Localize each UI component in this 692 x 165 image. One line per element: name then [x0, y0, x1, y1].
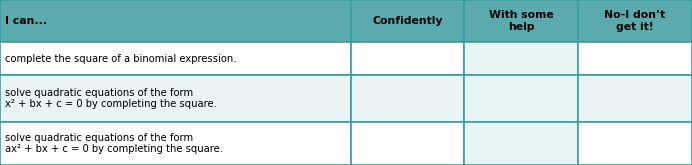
Bar	[578, 75, 692, 122]
Text: complete the square of a binomial expression.: complete the square of a binomial expres…	[5, 53, 237, 64]
Bar	[578, 122, 692, 165]
Bar	[0, 42, 351, 75]
Bar	[464, 0, 578, 42]
Text: I can...: I can...	[5, 16, 47, 26]
Bar	[0, 122, 351, 165]
Bar	[464, 75, 578, 122]
Bar	[0, 75, 351, 122]
Text: With some
help: With some help	[489, 10, 554, 32]
Text: Confidently: Confidently	[372, 16, 443, 26]
Bar	[578, 0, 692, 42]
Bar	[578, 42, 692, 75]
Bar	[351, 0, 464, 42]
Bar	[464, 42, 578, 75]
Bar	[351, 42, 464, 75]
Text: solve quadratic equations of the form
x² + bx + c = 0 by completing the square.: solve quadratic equations of the form x²…	[5, 88, 217, 109]
Bar	[351, 122, 464, 165]
Bar	[0, 0, 351, 42]
Bar	[464, 122, 578, 165]
Text: No-I don’t
get it!: No-I don’t get it!	[604, 10, 666, 32]
Text: solve quadratic equations of the form
ax² + bx + c = 0 by completing the square.: solve quadratic equations of the form ax…	[5, 133, 223, 154]
Bar	[351, 75, 464, 122]
